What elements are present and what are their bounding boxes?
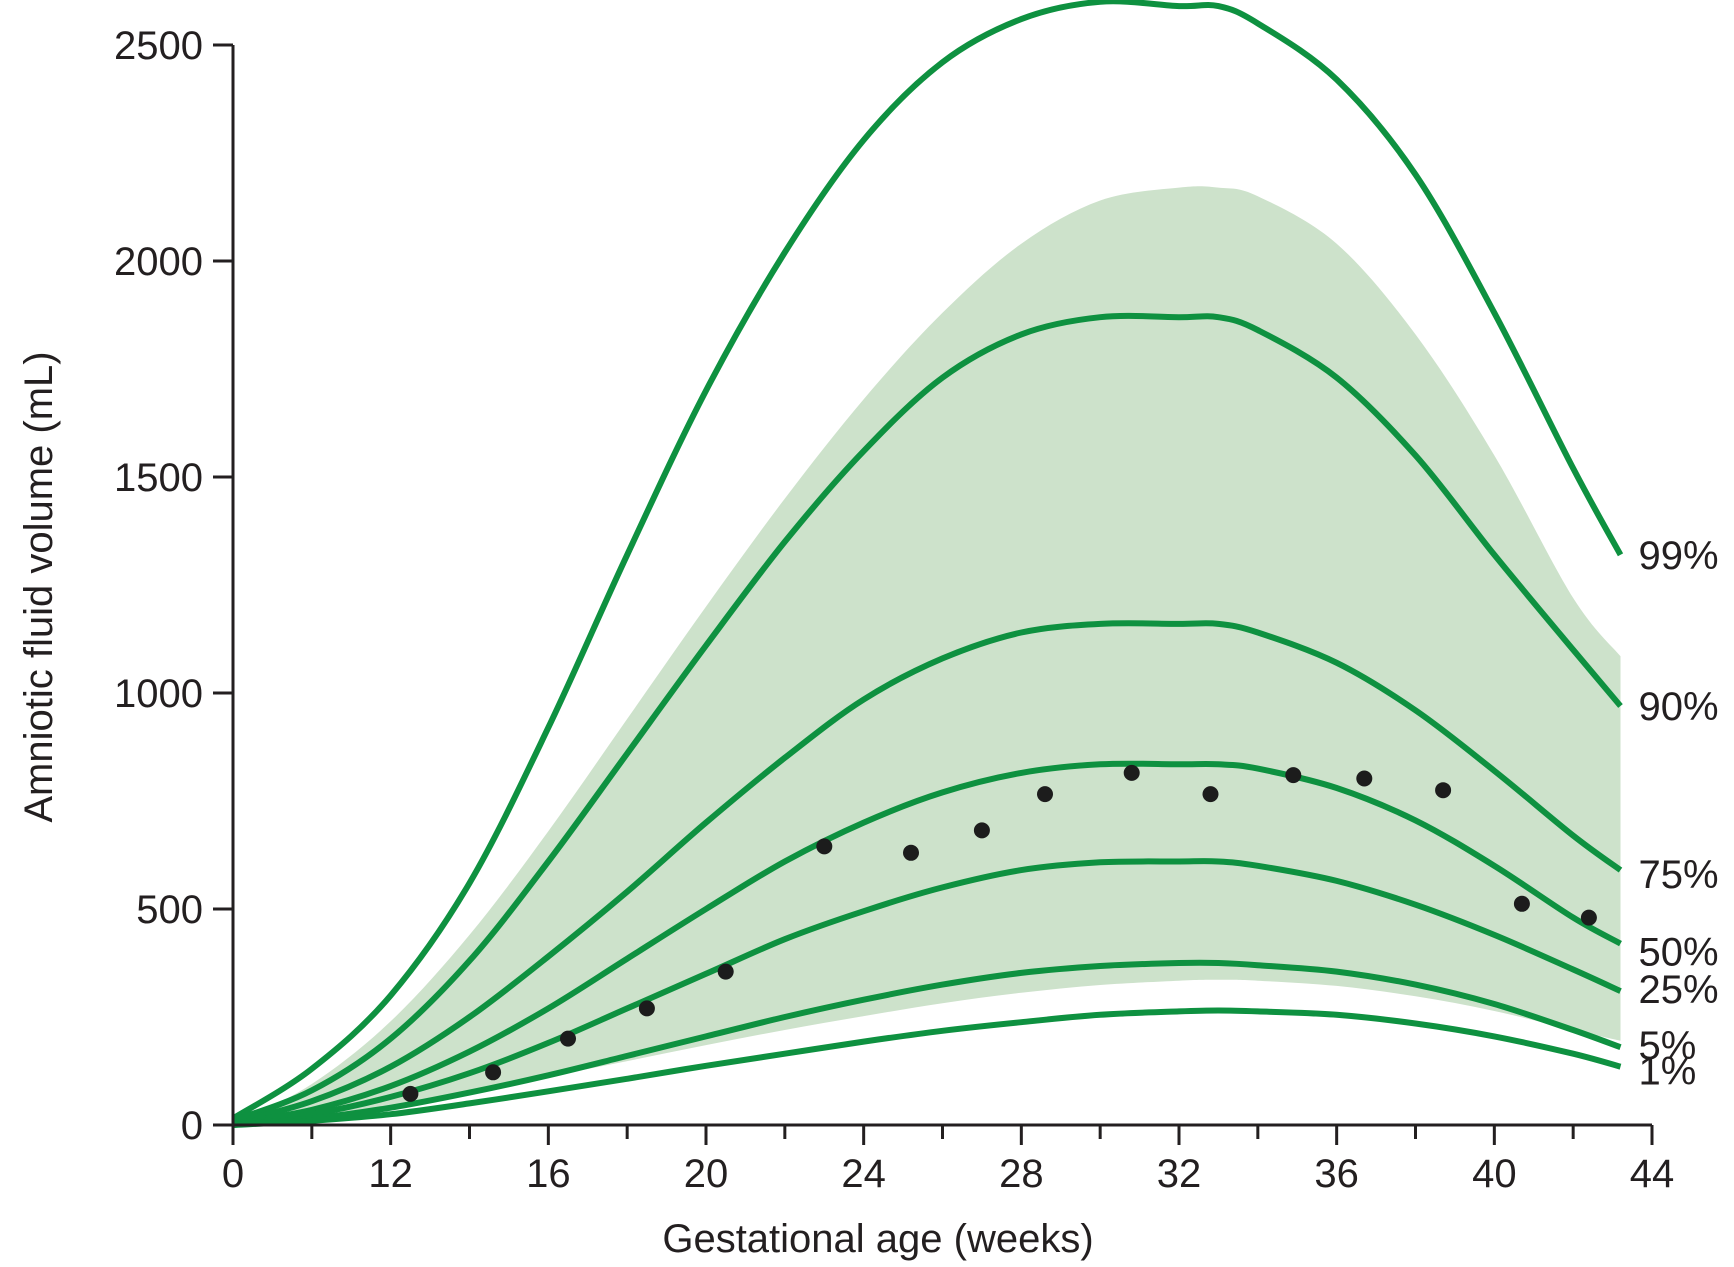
y-tick-label: 1000 bbox=[114, 672, 203, 716]
curve-99-percentile bbox=[231, 0, 1624, 1122]
data-point bbox=[485, 1064, 502, 1081]
shaded-band-layer bbox=[233, 186, 1621, 1125]
x-tick-label: 40 bbox=[1472, 1152, 1517, 1196]
y-tick-label: 1500 bbox=[114, 456, 203, 500]
data-points-layer bbox=[402, 764, 1597, 1102]
y-tick-label: 0 bbox=[181, 1104, 203, 1148]
x-tick-label: 44 bbox=[1630, 1152, 1675, 1196]
x-tick-label: 28 bbox=[999, 1152, 1044, 1196]
data-point bbox=[1435, 782, 1452, 799]
y-tick-label: 2500 bbox=[114, 24, 203, 68]
data-point bbox=[816, 838, 833, 855]
data-point bbox=[1202, 786, 1219, 803]
data-point bbox=[973, 822, 990, 839]
label-5-percentile: 5% bbox=[1638, 1024, 1696, 1068]
curve-25-percentile bbox=[232, 858, 1622, 1128]
labels-layer: 99% 90% 75% 50%25% 5%1% 0 500 1000 1500 2000 2500 0… bbox=[114, 24, 1719, 1196]
x-tick-label: 20 bbox=[684, 1152, 729, 1196]
label-1-percentile: 1% bbox=[1638, 1050, 1696, 1094]
y-axis-title: Amniotic fluid volume (mL) bbox=[17, 351, 61, 822]
data-point bbox=[1580, 909, 1597, 926]
x-tick-label: 12 bbox=[368, 1152, 413, 1196]
data-point bbox=[717, 963, 734, 980]
shaded-band bbox=[233, 186, 1621, 1125]
data-point bbox=[1123, 764, 1140, 781]
x-tick-label: 24 bbox=[841, 1152, 886, 1196]
x-tick-label: 36 bbox=[1314, 1152, 1359, 1196]
data-point bbox=[402, 1085, 419, 1102]
data-point bbox=[903, 844, 919, 861]
curve-50-percentile bbox=[232, 760, 1622, 1127]
x-tick-label: 0 bbox=[222, 1152, 244, 1196]
axes-layer bbox=[213, 43, 1654, 1145]
label-75-percentile: 75% bbox=[1638, 853, 1718, 897]
data-point bbox=[1037, 786, 1053, 803]
data-point bbox=[1285, 767, 1302, 784]
y-tick-label: 500 bbox=[136, 888, 203, 932]
x-axis-title: Gestational age (weeks) bbox=[662, 1217, 1093, 1261]
percentile-curves-layer bbox=[231, 0, 1624, 1128]
data-point bbox=[1513, 895, 1530, 912]
data-point bbox=[560, 1030, 576, 1047]
curve-90-percentile bbox=[231, 312, 1623, 1124]
label-99-percentile: 99% bbox=[1638, 534, 1718, 578]
data-point bbox=[638, 1000, 655, 1017]
x-tick-label: 16 bbox=[526, 1152, 571, 1196]
curve-5-percentile bbox=[232, 959, 1622, 1128]
label-50-percentile: 50% bbox=[1638, 931, 1718, 975]
y-tick-label: 2000 bbox=[114, 240, 203, 284]
curve-1-percentile bbox=[232, 1007, 1622, 1128]
curve-75-percentile bbox=[232, 620, 1623, 1126]
x-tick-label: 32 bbox=[1157, 1152, 1202, 1196]
data-point bbox=[1356, 770, 1373, 787]
label-25-percentile: 25% bbox=[1638, 968, 1718, 1012]
label-90-percentile: 90% bbox=[1638, 685, 1718, 729]
